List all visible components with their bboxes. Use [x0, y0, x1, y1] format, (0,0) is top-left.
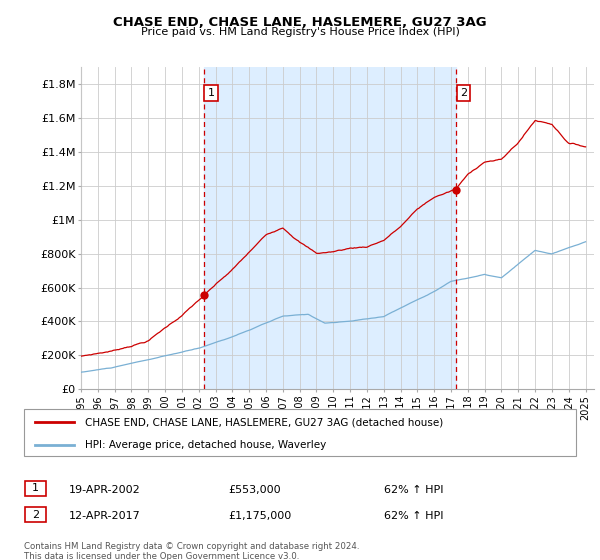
Bar: [203, 67, 456, 389]
Text: 1: 1: [208, 88, 215, 98]
Text: 62% ↑ HPI: 62% ↑ HPI: [384, 511, 443, 521]
Text: 2: 2: [460, 88, 467, 98]
Text: 12-APR-2017: 12-APR-2017: [69, 511, 141, 521]
Text: Contains HM Land Registry data © Crown copyright and database right 2024.
This d: Contains HM Land Registry data © Crown c…: [24, 542, 359, 560]
Text: 1: 1: [32, 483, 39, 493]
Text: £1,175,000: £1,175,000: [228, 511, 291, 521]
Text: CHASE END, CHASE LANE, HASLEMERE, GU27 3AG: CHASE END, CHASE LANE, HASLEMERE, GU27 3…: [113, 16, 487, 29]
Text: 2: 2: [32, 510, 39, 520]
Text: Price paid vs. HM Land Registry's House Price Index (HPI): Price paid vs. HM Land Registry's House …: [140, 27, 460, 37]
Text: 19-APR-2002: 19-APR-2002: [69, 485, 141, 495]
Text: £553,000: £553,000: [228, 485, 281, 495]
Text: HPI: Average price, detached house, Waverley: HPI: Average price, detached house, Wave…: [85, 440, 326, 450]
Text: 62% ↑ HPI: 62% ↑ HPI: [384, 485, 443, 495]
Text: CHASE END, CHASE LANE, HASLEMERE, GU27 3AG (detached house): CHASE END, CHASE LANE, HASLEMERE, GU27 3…: [85, 417, 443, 427]
